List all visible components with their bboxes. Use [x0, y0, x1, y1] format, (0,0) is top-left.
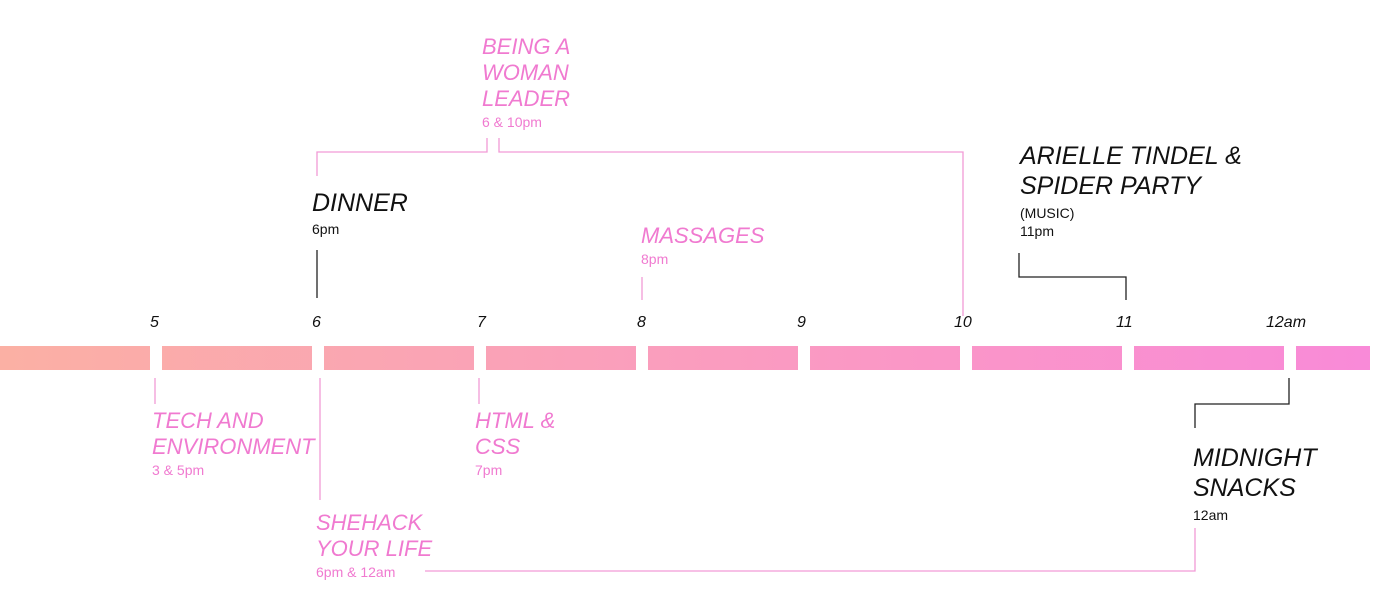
- timeline-segment: [324, 346, 474, 370]
- connector-leader-to-6: [316, 138, 488, 176]
- tick-label: 9: [797, 314, 806, 331]
- tick-label: 7: [477, 314, 486, 331]
- timeline-segment: [1296, 346, 1370, 370]
- event-title-line: CSS: [475, 433, 521, 459]
- event-title: MIDNIGHT SNACKS: [1193, 444, 1317, 503]
- event-title-line: ARIELLE TINDEL &: [1020, 142, 1242, 170]
- event-title-line: TECH AND: [152, 408, 264, 433]
- event-title: MASSAGES: [641, 223, 764, 249]
- event-title: ARIELLE TINDEL & SPIDER PARTY: [1020, 142, 1242, 201]
- event-time: 3 & 5pm: [152, 461, 205, 478]
- timeline-segment: [486, 346, 636, 370]
- tick-label: 11: [1116, 314, 1133, 331]
- event-arielle-tindel: ARIELLE TINDEL & SPIDER PARTY (MUSIC) 11…: [1020, 142, 1242, 239]
- event-title-line: LEADER: [482, 85, 571, 111]
- event-time: 6 & 10pm: [482, 113, 542, 130]
- event-time: 6pm: [312, 220, 340, 237]
- event-title: TECH AND ENVIRONMENT: [152, 408, 315, 460]
- event-title-line: YOUR LIFE: [316, 535, 433, 561]
- event-midnight-snacks: MIDNIGHT SNACKS 12am: [1193, 444, 1317, 523]
- timeline-segment: [1134, 346, 1284, 370]
- connector-arielle: [1018, 253, 1127, 300]
- connector-midnight: [1194, 378, 1290, 428]
- tick-label: 8: [637, 314, 646, 331]
- timeline-segment: [972, 346, 1122, 370]
- event-time: 11pm: [1020, 223, 1054, 239]
- timeline-segment: [810, 346, 960, 370]
- event-title-line: MASSAGES: [641, 223, 765, 248]
- event-title-line: HTML &: [475, 408, 556, 433]
- event-title: DINNER: [312, 189, 408, 219]
- event-title-line: SNACKS: [1193, 473, 1296, 502]
- timeline-segment: [648, 346, 798, 370]
- event-title-line: BEING A: [482, 34, 571, 59]
- tick-label: 6: [312, 314, 321, 331]
- tick-label: 5: [150, 314, 159, 331]
- event-title-line: MIDNIGHT: [1193, 444, 1317, 472]
- event-title-line: WOMAN: [482, 59, 569, 85]
- event-title-line: SHEHACK: [316, 510, 423, 535]
- tick-label: 10: [954, 314, 972, 331]
- timeline-segment: [0, 346, 150, 370]
- event-massages: MASSAGES 8pm: [641, 223, 764, 267]
- event-time: 7pm: [475, 461, 503, 478]
- event-title-line: SPIDER PARTY: [1020, 171, 1202, 200]
- event-time: 6pm & 12am: [316, 563, 396, 580]
- event-tech-and-environment: TECH AND ENVIRONMENT 3 & 5pm: [152, 408, 315, 478]
- event-shehack-your-life: SHEHACK YOUR LIFE 6pm & 12am: [316, 510, 432, 580]
- event-time: 8pm: [641, 250, 669, 267]
- event-title: SHEHACK YOUR LIFE: [316, 510, 432, 562]
- event-title-line: DINNER: [312, 189, 408, 217]
- event-dinner: DINNER 6pm: [312, 189, 408, 237]
- event-note: (MUSIC): [1020, 205, 1075, 221]
- event-title: HTML & CSS: [475, 408, 555, 460]
- connector-shehack-12: [425, 528, 1196, 572]
- event-html-css: HTML & CSS 7pm: [475, 408, 555, 478]
- event-being-a-woman-leader: BEING A WOMAN LEADER 6 & 10pm: [482, 34, 570, 130]
- event-time: 12am: [1193, 507, 1229, 523]
- tick-label: 12am: [1266, 314, 1307, 331]
- event-title: BEING A WOMAN LEADER: [482, 34, 570, 112]
- event-title-line: ENVIRONMENT: [152, 433, 315, 459]
- timeline-segment: [162, 346, 312, 370]
